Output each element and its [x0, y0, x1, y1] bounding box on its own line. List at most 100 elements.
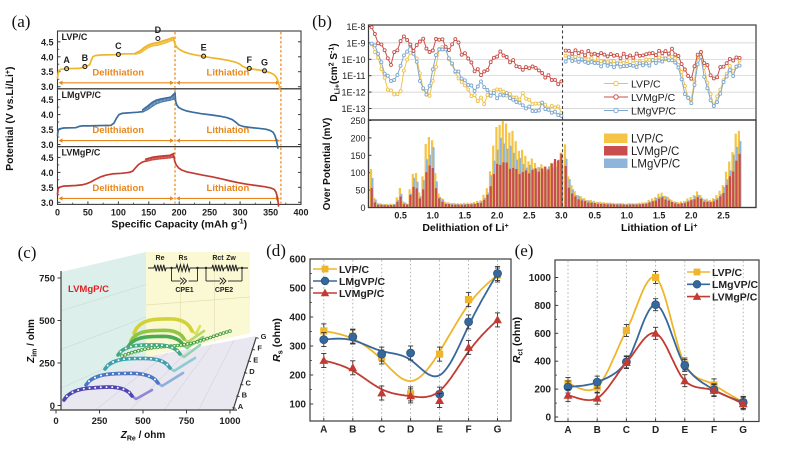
svg-text:1E-9: 1E-9: [346, 38, 365, 48]
svg-text:3.5: 3.5: [41, 67, 54, 77]
svg-text:G: G: [261, 332, 267, 341]
svg-text:LVMgP/C: LVMgP/C: [631, 92, 676, 104]
svg-text:LVMgP/C: LVMgP/C: [68, 284, 109, 295]
svg-text:Specific Capacity (mAh g-1): Specific Capacity (mAh g-1): [111, 219, 247, 231]
svg-text:250: 250: [39, 359, 55, 370]
svg-text:600: 600: [289, 255, 306, 266]
svg-text:200: 200: [172, 207, 187, 217]
svg-text:LMgVP/C: LMgVP/C: [62, 90, 102, 100]
svg-text:100: 100: [111, 207, 126, 217]
svg-text:LVP/C: LVP/C: [339, 264, 370, 276]
svg-text:B: B: [242, 390, 248, 399]
svg-text:3.0: 3.0: [555, 211, 568, 221]
svg-text:0: 0: [53, 416, 58, 427]
svg-text:Zw: Zw: [226, 255, 236, 262]
svg-text:(a): (a): [12, 12, 31, 31]
svg-text:300: 300: [289, 342, 306, 353]
svg-text:LVMgP/C: LVMgP/C: [712, 291, 758, 303]
svg-text:200: 200: [289, 371, 306, 382]
svg-text:G: G: [261, 57, 268, 67]
svg-text:Lithiation: Lithiation: [207, 67, 250, 78]
svg-text:(c): (c): [18, 243, 37, 262]
svg-text:F: F: [257, 344, 262, 353]
svg-text:LVMgP/C: LVMgP/C: [339, 288, 385, 300]
svg-text:LVP/C: LVP/C: [631, 133, 663, 145]
svg-text:LVMgP/C: LVMgP/C: [631, 146, 679, 158]
svg-text:CPE1: CPE1: [175, 287, 193, 294]
svg-text:(e): (e): [515, 241, 534, 260]
svg-text:Rct (ohm): Rct (ohm): [511, 317, 525, 363]
svg-text:2.0: 2.0: [685, 211, 698, 221]
svg-text:LVP/C: LVP/C: [712, 267, 743, 279]
svg-text:1E-11: 1E-11: [342, 71, 365, 81]
svg-text:1000: 1000: [529, 273, 552, 284]
svg-text:Over Potential (mV): Over Potential (mV): [322, 118, 333, 211]
svg-text:4.5: 4.5: [41, 153, 54, 163]
svg-text:Rs (ohm): Rs (ohm): [271, 318, 285, 362]
svg-text:LVP/C: LVP/C: [62, 32, 88, 42]
svg-text:D: D: [652, 425, 659, 436]
svg-text:50: 50: [83, 207, 93, 217]
svg-text:Re: Re: [156, 255, 165, 262]
svg-text:CPE2: CPE2: [215, 287, 233, 294]
svg-text:3.0: 3.0: [41, 82, 54, 92]
svg-text:750: 750: [39, 274, 55, 285]
svg-text:100: 100: [350, 168, 365, 178]
svg-text:500: 500: [289, 284, 306, 295]
svg-text:3.5: 3.5: [41, 125, 54, 135]
svg-text:F: F: [247, 55, 253, 65]
svg-text:350: 350: [263, 207, 278, 217]
svg-text:1.0: 1.0: [427, 211, 440, 221]
svg-text:E: E: [436, 425, 443, 436]
svg-text:C: C: [245, 379, 251, 388]
svg-text:E: E: [201, 43, 207, 53]
svg-text:D: D: [407, 425, 414, 436]
svg-text:A: A: [238, 402, 244, 411]
svg-text:(d): (d): [266, 241, 286, 260]
svg-text:400: 400: [534, 357, 551, 368]
svg-text:150: 150: [141, 207, 156, 217]
svg-text:1E-12: 1E-12: [341, 88, 365, 98]
svg-text:2.5: 2.5: [717, 211, 730, 221]
svg-text:200: 200: [534, 385, 551, 396]
svg-text:0.5: 0.5: [588, 211, 601, 221]
svg-text:1.5: 1.5: [653, 211, 666, 221]
svg-text:Lithiation: Lithiation: [207, 125, 250, 136]
svg-text:(b): (b): [312, 12, 332, 31]
svg-text:3.0: 3.0: [41, 140, 54, 150]
svg-text:Rct: Rct: [212, 255, 224, 262]
svg-text:Zim / ohm: Zim / ohm: [26, 319, 39, 364]
svg-text:1000: 1000: [219, 416, 240, 427]
svg-text:1E-10: 1E-10: [341, 55, 365, 65]
svg-text:G: G: [739, 425, 747, 436]
svg-text:0: 0: [50, 401, 55, 412]
svg-text:Delithiation: Delithiation: [92, 125, 144, 136]
svg-text:50: 50: [355, 186, 365, 196]
svg-text:0: 0: [55, 207, 60, 217]
svg-text:LMgVP/C: LMgVP/C: [339, 276, 385, 288]
svg-text:250: 250: [92, 416, 108, 427]
svg-text:F: F: [711, 425, 717, 436]
svg-text:1E-13: 1E-13: [341, 104, 365, 114]
svg-text:LMgVP/C: LMgVP/C: [631, 158, 680, 170]
svg-text:B: B: [349, 425, 356, 436]
svg-text:Rs: Rs: [179, 255, 188, 262]
svg-text:Delithiation: Delithiation: [92, 183, 144, 194]
svg-text:Potential (V vs.Li/Li+): Potential (V vs.Li/Li+): [4, 66, 16, 170]
svg-text:C: C: [623, 425, 630, 436]
svg-text:2.5: 2.5: [523, 211, 536, 221]
svg-text:200: 200: [350, 133, 365, 143]
svg-text:Lithiation of Li+: Lithiation of Li+: [621, 222, 697, 234]
svg-text:C: C: [115, 41, 122, 51]
svg-text:600: 600: [534, 329, 551, 340]
svg-text:LVP/C: LVP/C: [631, 78, 661, 90]
svg-text:A: A: [564, 425, 571, 436]
svg-text:3.5: 3.5: [41, 183, 54, 193]
svg-text:0.5: 0.5: [394, 211, 407, 221]
svg-text:150: 150: [350, 151, 365, 161]
svg-text:1.0: 1.0: [621, 211, 634, 221]
svg-text:LVMgP/C: LVMgP/C: [62, 148, 101, 158]
svg-text:2.0: 2.0: [491, 211, 504, 221]
svg-text:B: B: [594, 425, 601, 436]
svg-text:ZRe / ohm: ZRe / ohm: [120, 430, 166, 443]
